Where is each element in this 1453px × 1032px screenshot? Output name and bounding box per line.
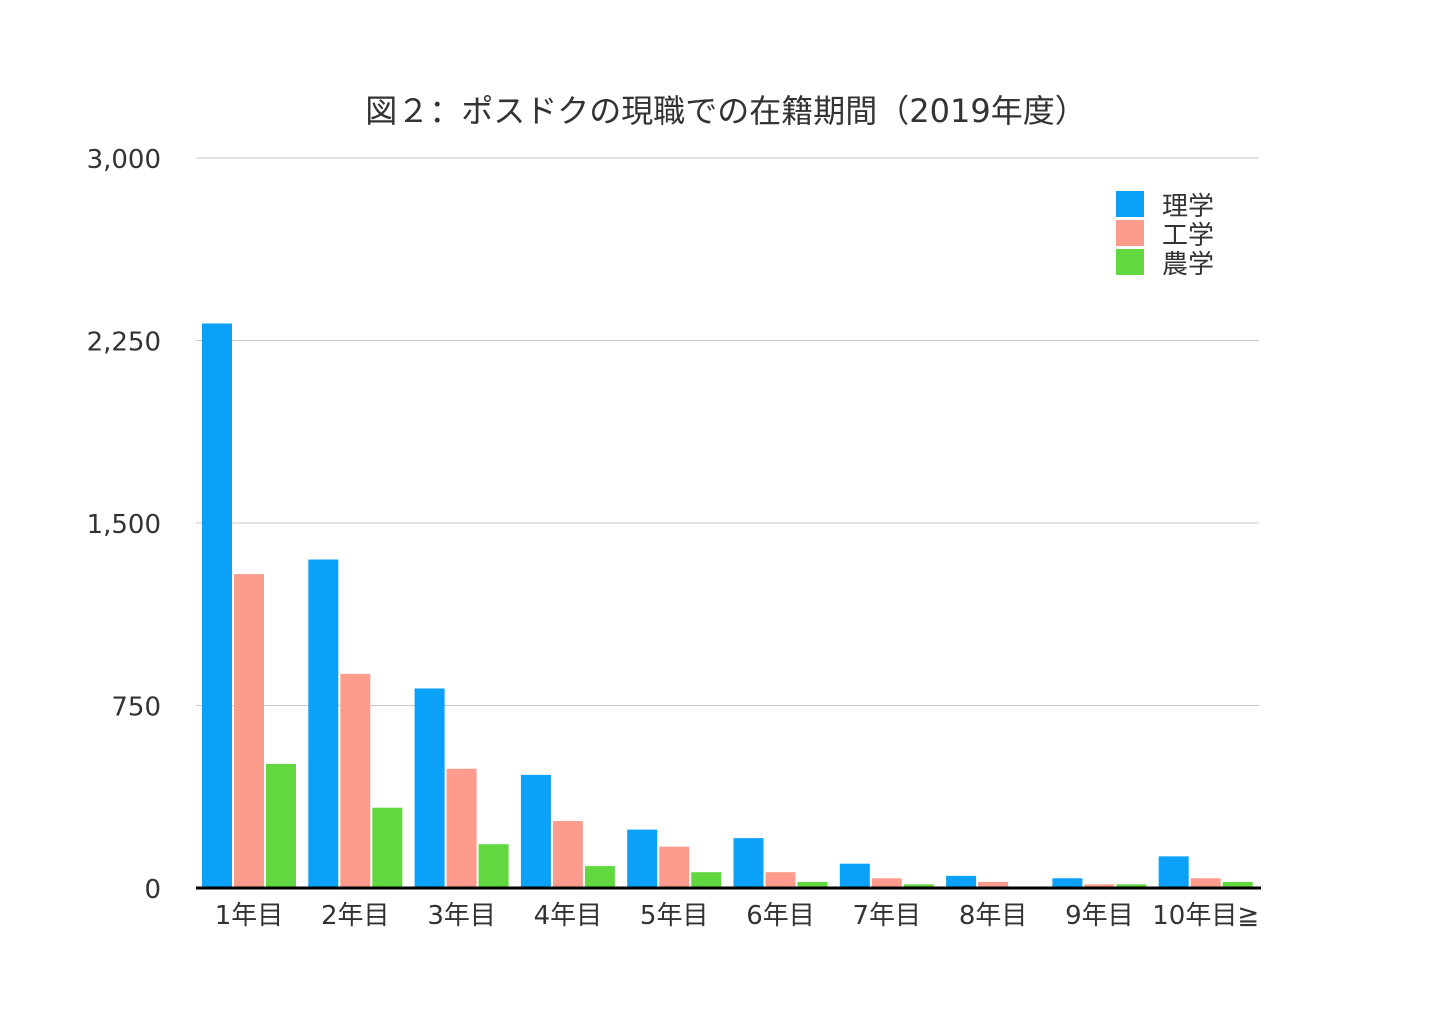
- bar: [1190, 878, 1221, 888]
- gridlines: [196, 157, 1259, 706]
- x-category-label: 3年目: [427, 901, 496, 931]
- bar: [414, 688, 445, 888]
- bar: [234, 574, 264, 888]
- bar: [978, 881, 1009, 888]
- bar: [1158, 856, 1189, 888]
- bar: [1052, 878, 1083, 888]
- bar: [520, 774, 551, 888]
- y-axis-ticks: 0 750 1,500 2,250 3,000: [87, 145, 161, 905]
- bar: [446, 768, 477, 888]
- y-tick-label: 3,000: [87, 145, 161, 175]
- x-category-label: 2年目: [321, 901, 390, 931]
- bar: [659, 846, 690, 888]
- bar: [1116, 884, 1147, 888]
- x-category-label: 9年目: [1065, 901, 1134, 931]
- bar: [552, 821, 583, 888]
- y-tick-label: 1,500: [87, 510, 161, 540]
- bar: [478, 844, 509, 888]
- x-category-label: 1年目: [215, 901, 284, 931]
- chart-title: 図２：ポスドクの現職での在籍期間（2019年度）: [365, 92, 1086, 130]
- bar: [627, 829, 658, 888]
- bar: [946, 875, 977, 888]
- bar: [584, 866, 615, 888]
- y-tick-label: 2,250: [87, 328, 161, 358]
- bar: [765, 872, 796, 888]
- x-category-label: 6年目: [746, 901, 815, 931]
- x-category-label: 5年目: [640, 901, 709, 931]
- bar: [372, 807, 403, 888]
- bars: [202, 323, 1253, 888]
- legend-swatch: [1116, 191, 1144, 217]
- legend-label: 理学: [1162, 192, 1214, 222]
- legend-label: 農学: [1162, 250, 1214, 280]
- bar: [202, 323, 232, 888]
- legend-swatch: [1116, 249, 1144, 275]
- bar: [797, 881, 828, 888]
- x-axis-categories: 1年目 2年目 3年目 4年目 5年目 6年目 7年目 8年目 9年目 10年目≧: [215, 901, 1259, 931]
- bar: [691, 872, 722, 888]
- y-tick-label: 750: [111, 693, 161, 723]
- bar: [733, 838, 764, 888]
- x-category-label: 8年目: [959, 901, 1028, 931]
- y-tick-label: 0: [144, 875, 161, 905]
- legend-label: 工学: [1162, 221, 1214, 251]
- bar: [871, 878, 902, 888]
- bar: [1084, 884, 1115, 888]
- x-category-label: 7年目: [853, 901, 922, 931]
- bar: [266, 763, 296, 888]
- bar: [839, 863, 870, 888]
- bar: [308, 559, 339, 888]
- x-category-label: 4年目: [534, 901, 603, 931]
- bar: [1222, 881, 1253, 888]
- bar: [340, 673, 371, 888]
- x-category-label: 10年目≧: [1152, 901, 1259, 931]
- legend-swatch: [1116, 220, 1144, 246]
- bar: [903, 884, 934, 888]
